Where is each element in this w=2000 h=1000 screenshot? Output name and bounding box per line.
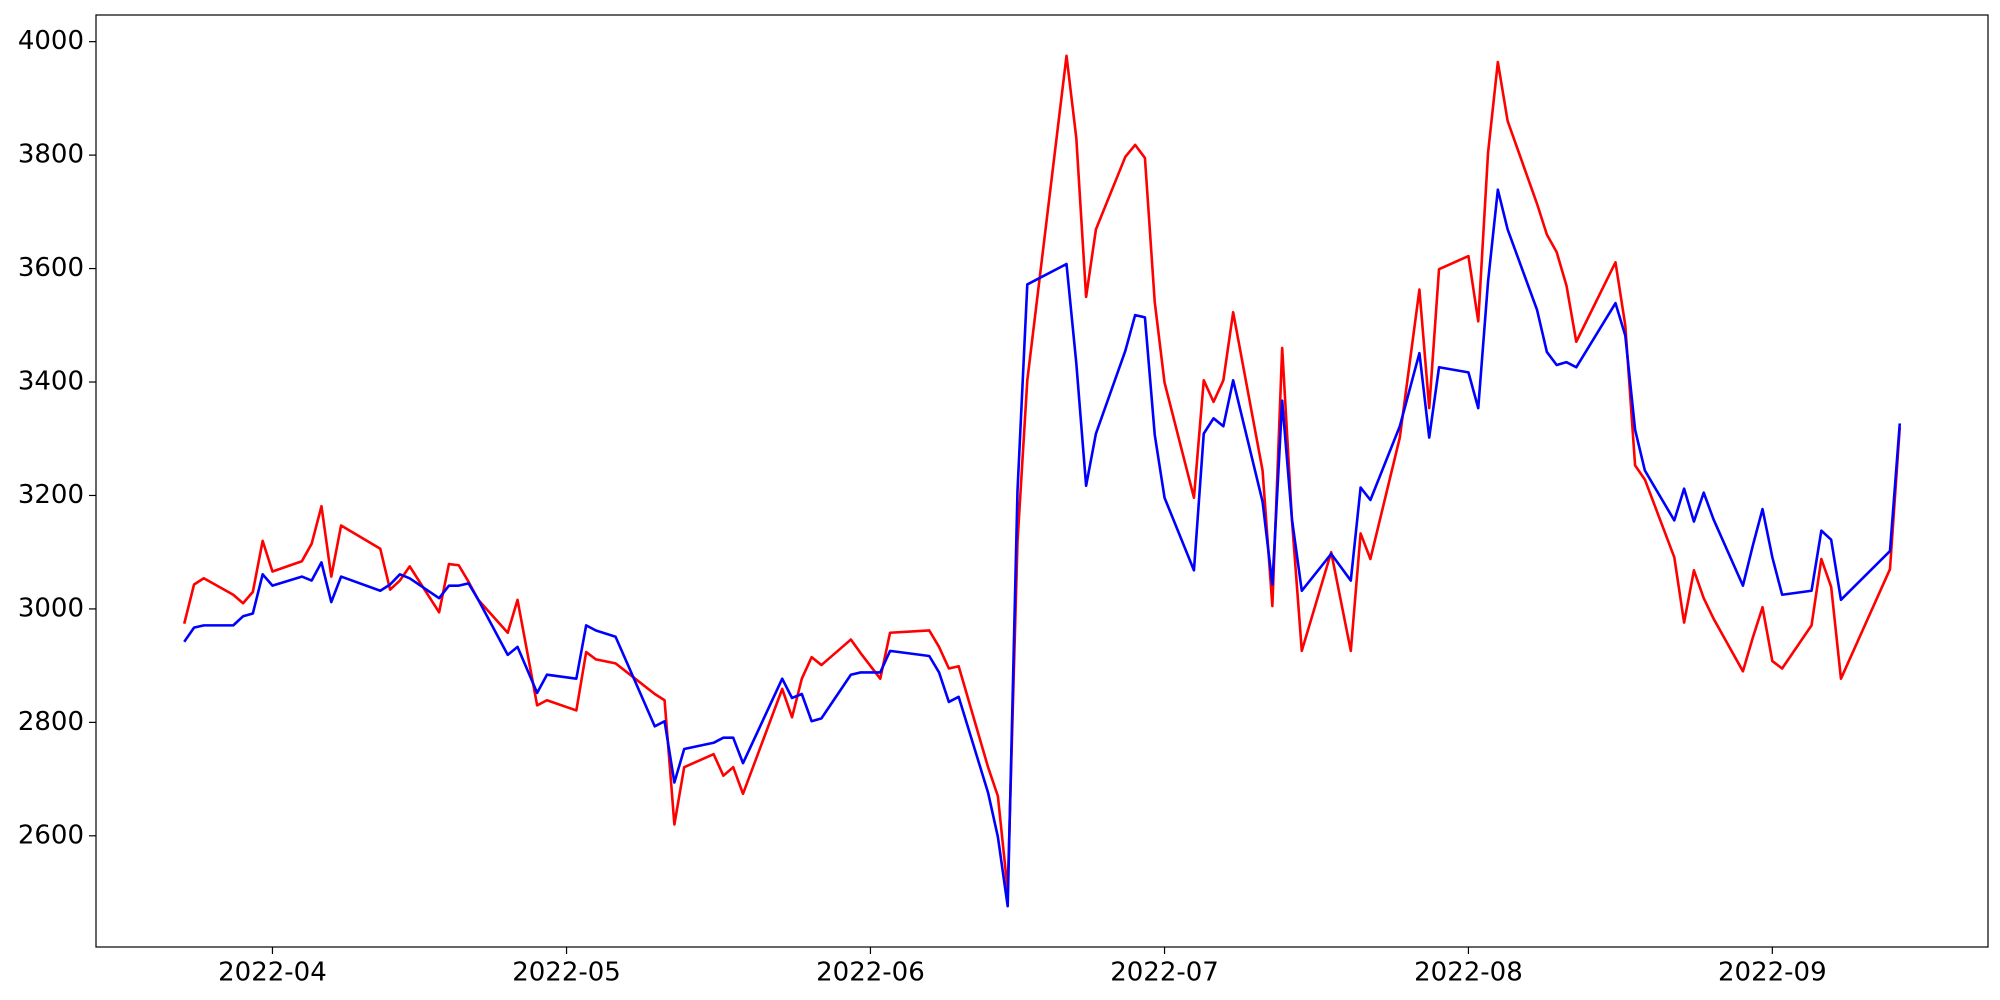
plot-frame — [95, 14, 1989, 948]
y-tick-label: 3000 — [18, 593, 84, 623]
x-tick-label: 2022-05 — [512, 958, 621, 988]
x-tick-label: 2022-07 — [1110, 958, 1219, 988]
y-tick-label: 2800 — [18, 707, 84, 737]
y-tick-label: 3800 — [18, 140, 84, 170]
y-tick-label: 2600 — [18, 820, 84, 850]
y-tick-label: 3600 — [18, 253, 84, 283]
x-tick-label: 2022-06 — [816, 958, 925, 988]
y-tick-label: 4000 — [18, 26, 84, 56]
y-tick-label: 3200 — [18, 480, 84, 510]
series-line — [182, 54, 1902, 893]
y-tick-label: 3400 — [18, 367, 84, 397]
x-tick-label: 2022-08 — [1414, 958, 1523, 988]
x-tick-label: 2022-09 — [1718, 958, 1827, 988]
x-tick-label: 2022-04 — [218, 958, 327, 988]
series-line — [183, 188, 1902, 908]
